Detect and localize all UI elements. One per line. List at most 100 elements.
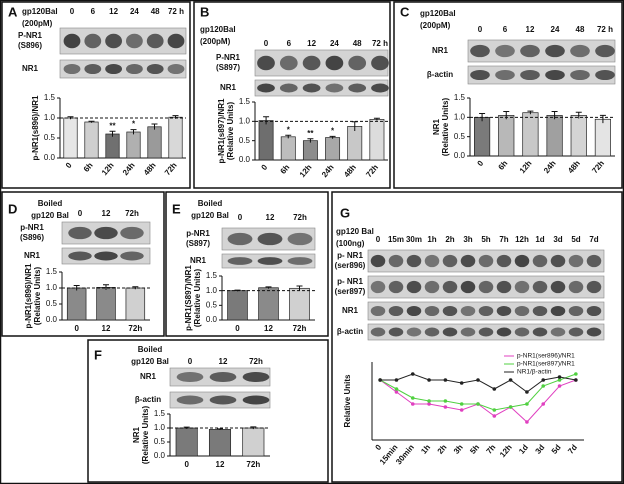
blot-band xyxy=(406,327,422,337)
blot-band xyxy=(570,44,590,58)
blot-band xyxy=(176,371,204,383)
significance: * xyxy=(287,125,291,134)
panel-letter: B xyxy=(200,4,209,19)
panel-frame xyxy=(393,1,623,189)
y-tick-label: 0.0 xyxy=(239,155,251,164)
blot-band xyxy=(371,83,389,93)
panel-frame xyxy=(165,191,329,337)
treatment-label: (200pM) xyxy=(22,19,53,28)
point xyxy=(525,420,529,424)
lane-label: 0 xyxy=(70,7,75,16)
lane-label: 72h xyxy=(249,357,263,366)
x-tick-label: 0 xyxy=(475,158,485,168)
y-axis-label: NR1 xyxy=(132,426,141,443)
blot-band xyxy=(257,83,275,93)
blot-label: NR1 xyxy=(140,372,157,381)
point xyxy=(459,381,464,385)
lane-label: 6 xyxy=(91,7,96,16)
blot-band xyxy=(586,327,602,337)
y-axis-label: p-NR1(s896)/NR1 xyxy=(31,95,40,160)
blot-band xyxy=(84,33,102,49)
blot-band xyxy=(532,327,548,337)
y-tick-label: 1.5 xyxy=(154,409,166,418)
blot-band xyxy=(478,305,494,317)
x-tick-label: 1h xyxy=(419,443,432,456)
lane-label: 72h xyxy=(293,213,307,222)
panel-frame xyxy=(1,1,191,189)
y-tick-label: 1.0 xyxy=(239,116,251,125)
error-bar xyxy=(599,114,606,124)
bar xyxy=(522,112,539,157)
blot-band xyxy=(424,305,440,317)
lane-label: 1d xyxy=(535,235,544,244)
x-tick-label: 7d xyxy=(566,443,579,456)
bar xyxy=(126,131,141,159)
panel-letter: G xyxy=(340,205,350,220)
blot-band xyxy=(496,280,512,294)
lane-label: 12h xyxy=(515,235,529,244)
y-tick-label: 0.0 xyxy=(44,153,56,162)
blot-band xyxy=(371,55,389,71)
bar xyxy=(474,116,491,157)
bar xyxy=(242,427,265,457)
point xyxy=(492,414,497,418)
blot-band xyxy=(209,371,237,383)
blot-label: p- NR1 xyxy=(337,277,363,286)
x-tick-label: 0 xyxy=(235,324,240,333)
blot-band xyxy=(227,257,253,265)
blot-band xyxy=(279,83,298,93)
x-tick-label: 48h xyxy=(142,161,158,177)
blot-band xyxy=(520,69,540,81)
lane-label: 24 xyxy=(130,7,139,16)
series-line xyxy=(379,379,577,423)
blot-band xyxy=(568,280,584,294)
blot-band xyxy=(388,254,404,268)
blot-band xyxy=(370,305,386,317)
significance: * xyxy=(331,127,335,136)
blot-band xyxy=(460,305,476,317)
blot-band xyxy=(120,251,144,261)
x-tick-label: 24h xyxy=(542,159,558,175)
point xyxy=(459,402,464,406)
blot-band xyxy=(406,280,422,294)
blot-band xyxy=(257,257,283,265)
x-tick-label: 0 xyxy=(184,460,189,469)
blot-band xyxy=(94,251,118,261)
point xyxy=(492,387,497,391)
blot-band xyxy=(550,280,566,294)
x-tick-label: 30min xyxy=(394,443,416,467)
bar xyxy=(66,287,87,321)
point xyxy=(443,378,448,382)
blot-band xyxy=(532,305,548,317)
blot-band xyxy=(176,395,204,405)
blot-label: β-actin xyxy=(135,395,161,404)
point xyxy=(394,390,399,394)
y-tick-label: 0.5 xyxy=(44,133,56,142)
point xyxy=(492,408,497,412)
point xyxy=(443,405,448,409)
blot-band xyxy=(105,63,122,75)
blot-band xyxy=(495,69,515,81)
blot-band xyxy=(325,55,344,71)
y-tick-label: 1.0 xyxy=(44,113,56,122)
x-tick-label: 2h xyxy=(436,443,449,456)
blot-band xyxy=(348,83,367,93)
blot-band xyxy=(520,44,540,58)
blot-band xyxy=(370,327,386,337)
blot-band xyxy=(460,327,476,337)
blot-band xyxy=(496,254,512,268)
treatment-label: gp120 Bal xyxy=(336,227,374,236)
blot-band xyxy=(514,305,530,317)
blot-band xyxy=(532,254,548,268)
error-bar xyxy=(151,123,158,130)
blot-label: NR1 xyxy=(190,256,207,265)
blot-band xyxy=(68,226,92,240)
lane-label: 72 h xyxy=(597,25,613,34)
blot-band xyxy=(586,254,602,268)
bar xyxy=(125,287,146,321)
blot-label: NR1 xyxy=(432,46,449,55)
lane-label: 5d xyxy=(571,235,580,244)
point xyxy=(443,399,448,403)
y-tick-label: 1.5 xyxy=(239,97,251,106)
y-axis-label: (Relative Units) xyxy=(141,406,150,465)
